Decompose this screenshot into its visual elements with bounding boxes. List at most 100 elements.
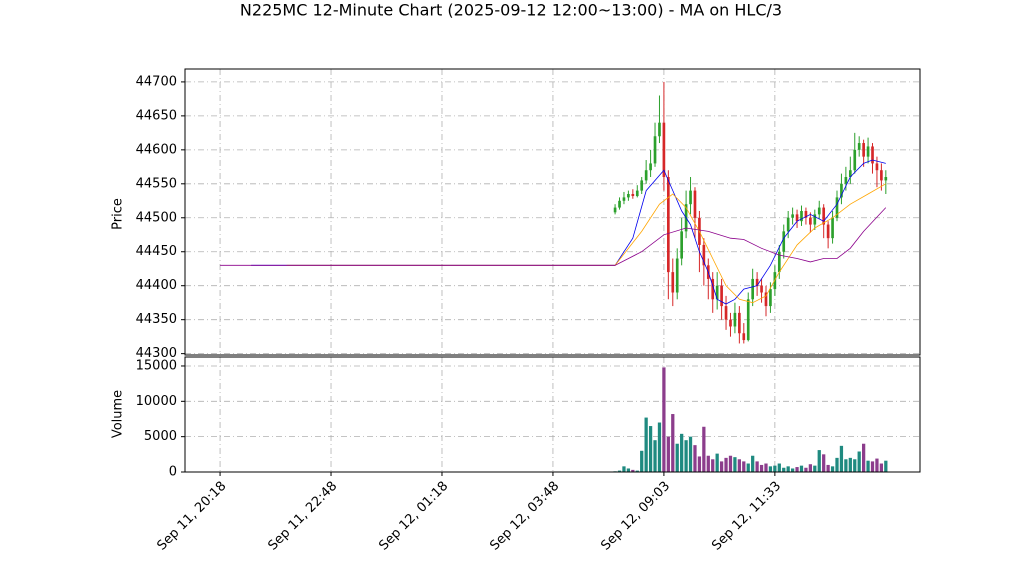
volume-bar	[680, 433, 684, 472]
volume-bar	[631, 469, 635, 472]
volume-axis-label: Volume	[111, 390, 126, 438]
candle-body	[667, 177, 670, 273]
volume-bar	[857, 451, 861, 472]
candle-body	[760, 285, 763, 293]
volume-bar	[875, 458, 879, 472]
candle-body	[720, 285, 723, 307]
candle-body	[880, 170, 883, 181]
candle-body	[857, 143, 861, 150]
volume-bar	[799, 465, 804, 472]
x-tick-label: Sep 12, 11:33	[709, 479, 784, 554]
candle-body	[764, 292, 768, 307]
x-tick-label: Sep 11, 20:18	[154, 479, 229, 554]
volume-bar	[688, 436, 693, 472]
candle-body	[848, 170, 852, 178]
volume-bar	[759, 464, 764, 472]
x-tick-label: Sep 12, 01:18	[376, 479, 451, 554]
y-tick-label: 44350	[136, 312, 177, 327]
volume-bar	[640, 450, 644, 472]
candle-body	[804, 210, 808, 218]
y-tick-label: 44600	[136, 142, 177, 157]
candle-body	[786, 217, 790, 232]
candle-body	[711, 278, 715, 300]
candle-body	[871, 146, 874, 164]
candle-body	[738, 312, 741, 334]
volume-bar	[711, 459, 715, 472]
candle-body	[831, 217, 834, 239]
candle-body	[813, 214, 817, 225]
candle-body	[853, 149, 857, 171]
candle-body	[822, 207, 826, 225]
y-tick-label: 44400	[136, 278, 177, 293]
volume-bar	[848, 457, 852, 472]
volume-tick-label: 10000	[136, 394, 177, 409]
candle-body	[662, 122, 666, 178]
volume-bar	[808, 464, 813, 472]
volume-bar	[777, 463, 781, 472]
candle-body	[742, 333, 746, 341]
volume-frame	[184, 356, 921, 473]
candle-body	[755, 278, 759, 286]
volume-bar	[826, 464, 830, 472]
volume-bar	[684, 440, 688, 472]
candle-body	[800, 210, 803, 222]
volume-bar	[817, 450, 821, 472]
volume-bar	[697, 456, 702, 472]
candle-body	[769, 289, 772, 307]
candle-body	[866, 146, 870, 157]
candle-body	[644, 170, 648, 181]
y-axis-label: Price	[111, 198, 126, 230]
candle-body	[613, 207, 617, 213]
candle-body	[671, 272, 675, 293]
volume-bar	[839, 445, 844, 472]
y-tick-label: 44300	[136, 346, 177, 361]
volume-bar	[862, 443, 866, 472]
candle-body	[653, 136, 657, 164]
volume-bar	[622, 466, 626, 472]
volume-bar	[733, 457, 737, 472]
candle-body	[675, 258, 679, 293]
candle-body	[840, 183, 843, 198]
price-frame	[184, 68, 921, 356]
candle-body	[618, 200, 621, 208]
volume-bar	[666, 436, 670, 472]
volume-bar	[653, 440, 657, 472]
volume-bar	[804, 467, 808, 472]
volume-bar	[830, 466, 835, 472]
volume-bar	[790, 468, 795, 472]
moving-average-line	[220, 207, 887, 266]
chart-title: N225MC 12-Minute Chart (2025-09-12 12:00…	[240, 1, 782, 20]
volume-bar	[617, 470, 622, 472]
volume-bar	[675, 443, 679, 472]
volume-bar	[782, 467, 786, 472]
volume-tick-label: 0	[169, 465, 177, 480]
volume-bar	[662, 367, 666, 472]
candle-body	[733, 312, 737, 327]
volume-bar	[657, 422, 662, 472]
candle-body	[702, 244, 706, 266]
moving-average-line	[251, 159, 886, 305]
volume-bar	[626, 468, 631, 472]
volume-bar	[813, 465, 817, 472]
volume-bar	[822, 454, 826, 472]
candle-body	[715, 285, 719, 300]
x-tick-label: Sep 12, 03:48	[487, 479, 562, 554]
volume-bar	[746, 463, 750, 472]
volume-bar	[706, 455, 710, 472]
volume-tick-label: 5000	[144, 429, 177, 444]
volume-bar	[715, 453, 719, 472]
volume-bar	[773, 465, 777, 472]
volume-bar	[866, 460, 870, 472]
candle-body	[844, 177, 848, 184]
volume-bar	[879, 463, 884, 472]
candle-body	[751, 278, 755, 300]
candle-body	[826, 224, 830, 239]
volume-bar	[786, 466, 790, 472]
volume-bar	[648, 426, 653, 472]
candle-body	[835, 197, 839, 218]
y-tick-label: 44650	[136, 108, 177, 123]
candle-body	[724, 306, 728, 320]
volume-bar	[884, 460, 888, 472]
y-tick-label: 44550	[136, 176, 177, 191]
